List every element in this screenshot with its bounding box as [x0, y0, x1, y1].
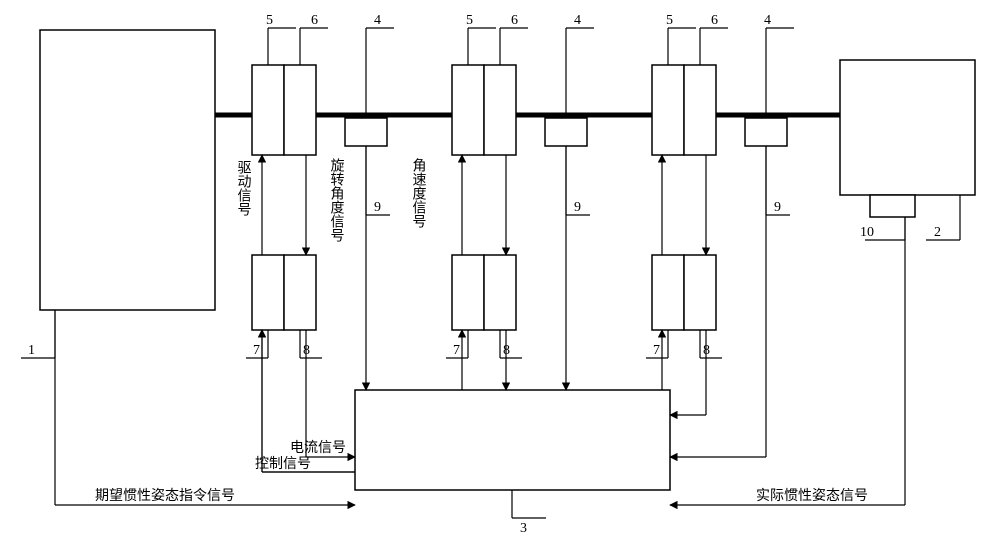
svg-text:6: 6 [511, 13, 518, 28]
svg-text:期望惯性姿态指令信号: 期望惯性姿态指令信号 [95, 487, 235, 504]
svg-text:驱动信号: 驱动信号 [236, 160, 252, 216]
svg-text:旋转角度信号: 旋转角度信号 [329, 158, 345, 242]
svg-text:角速度信号: 角速度信号 [411, 158, 427, 228]
svg-text:7: 7 [653, 343, 660, 358]
svg-text:5: 5 [466, 13, 473, 28]
svg-text:电流信号: 电流信号 [290, 440, 346, 456]
svg-text:9: 9 [574, 200, 581, 215]
svg-text:5: 5 [666, 13, 673, 28]
svg-text:4: 4 [574, 13, 581, 28]
svg-text:1: 1 [28, 343, 35, 358]
svg-text:7: 7 [453, 343, 460, 358]
svg-text:3: 3 [520, 521, 527, 536]
svg-text:9: 9 [374, 200, 381, 215]
svg-text:9: 9 [774, 200, 781, 215]
svg-text:4: 4 [374, 13, 381, 28]
svg-text:10: 10 [860, 225, 874, 240]
svg-text:7: 7 [253, 343, 260, 358]
svg-text:4: 4 [764, 13, 771, 28]
svg-text:5: 5 [266, 13, 273, 28]
svg-text:6: 6 [311, 13, 318, 28]
svg-text:6: 6 [711, 13, 718, 28]
svg-text:2: 2 [934, 225, 941, 240]
svg-text:控制信号: 控制信号 [255, 456, 311, 472]
svg-text:实际惯性姿态信号: 实际惯性姿态信号 [756, 487, 868, 504]
